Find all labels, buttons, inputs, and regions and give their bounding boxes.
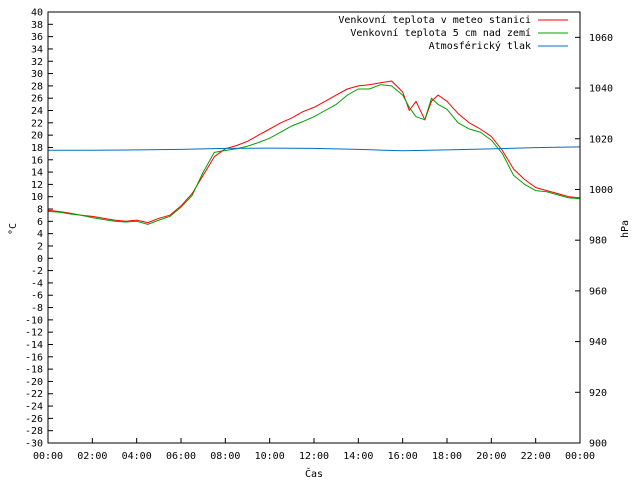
y2-tick-label: 1060 (589, 33, 613, 44)
y-tick-labels: -30-28-26-24-22-20-18-16-14-12-10-8-6-4-… (25, 8, 43, 450)
plot-frame (47, 11, 581, 444)
y-tick-label: -12 (25, 328, 43, 339)
y-tick-label: -26 (25, 414, 43, 425)
legend-label-series-1: Venkovní teplota v meteo stanici (338, 14, 531, 26)
y-tick-label: 4 (37, 229, 43, 240)
y2-tick-label: 920 (589, 388, 607, 399)
y-tick-label: -18 (25, 365, 43, 376)
y-tick-label: -28 (25, 426, 43, 437)
y-tick-label: 34 (31, 44, 43, 55)
y2-tick-label: 980 (589, 236, 607, 247)
y-tick-label: 20 (31, 131, 43, 142)
y-tick-label: 2 (37, 241, 43, 252)
y-tick-label: 40 (31, 8, 43, 19)
y-tick-label: 18 (31, 143, 43, 154)
y2-tick-label: 1000 (589, 185, 613, 196)
y-tick-label: 32 (31, 57, 43, 68)
y-tick-label: 22 (31, 118, 43, 129)
tick-marks (47, 11, 581, 444)
y-tick-label: -20 (25, 377, 43, 388)
y2-tick-label: 1020 (589, 134, 613, 145)
x-tick-label: 14:00 (343, 451, 373, 462)
x-tick-label: 04:00 (122, 451, 152, 462)
y2-tick-label: 900 (589, 439, 607, 450)
y-tick-label: 10 (31, 192, 43, 203)
y-tick-label: 30 (31, 69, 43, 80)
series-line-1 (47, 80, 581, 224)
y-tick-label: 14 (31, 168, 43, 179)
y-tick-label: 8 (37, 205, 43, 216)
y-tick-label: 6 (37, 217, 43, 228)
y-tick-label: 16 (31, 155, 43, 166)
series-line-3 (48, 146, 581, 152)
x-tick-label: 22:00 (521, 451, 551, 462)
y-tick-label: -30 (25, 439, 43, 450)
series-layer (47, 80, 581, 225)
y2-tick-label: 960 (589, 286, 607, 297)
y-tick-label: 24 (31, 106, 43, 117)
y-tick-label: -24 (25, 402, 43, 413)
y-tick-label: 12 (31, 180, 43, 191)
x-axis-label: Čas (305, 467, 323, 480)
series-line-2 (47, 84, 581, 225)
x-tick-label: 20:00 (476, 451, 506, 462)
x-tick-label: 16:00 (388, 451, 418, 462)
x-tick-label: 00:00 (565, 451, 595, 462)
y2-tick-label: 1040 (589, 84, 613, 95)
y-axis-label: °C (8, 223, 19, 235)
y-tick-label: -6 (31, 291, 43, 302)
y-tick-label: 26 (31, 94, 43, 105)
legend-label-series-2: Venkovní teplota 5 cm nad zemí (350, 27, 531, 39)
y-tick-label: -16 (25, 352, 43, 363)
y-tick-label: 28 (31, 81, 43, 92)
x-tick-labels: 00:00 02:00 04:00 06:00 08:00 10:00 12:00 14:00… (33, 451, 595, 462)
y-tick-label: -22 (25, 389, 43, 400)
x-tick-label: 12:00 (299, 451, 329, 462)
legend: Venkovní teplota v meteo stanici Venkovn… (338, 14, 568, 52)
y2-tick-labels: 900 920 940 960 980 1000 1020 1040 1060 (589, 33, 613, 450)
y-tick-label: 38 (31, 20, 43, 31)
x-tick-label: 06:00 (166, 451, 196, 462)
legend-label-series-3: Atmosférický tlak (429, 40, 531, 52)
y-tick-label: -4 (31, 278, 43, 289)
y2-axis-label: hPa (620, 220, 631, 238)
y-tick-label: -14 (25, 340, 43, 351)
y-tick-label: -10 (25, 315, 43, 326)
y-tick-label: 36 (31, 32, 43, 43)
x-tick-label: 18:00 (432, 451, 462, 462)
x-tick-label: 02:00 (77, 451, 107, 462)
x-tick-label: 10:00 (255, 451, 285, 462)
y2-tick-label: 940 (589, 337, 607, 348)
x-tick-label: 00:00 (33, 451, 63, 462)
y-tick-label: -2 (31, 266, 43, 277)
y-tick-label: -8 (31, 303, 43, 314)
x-tick-label: 08:00 (210, 451, 240, 462)
y-tick-label: 0 (37, 254, 43, 265)
